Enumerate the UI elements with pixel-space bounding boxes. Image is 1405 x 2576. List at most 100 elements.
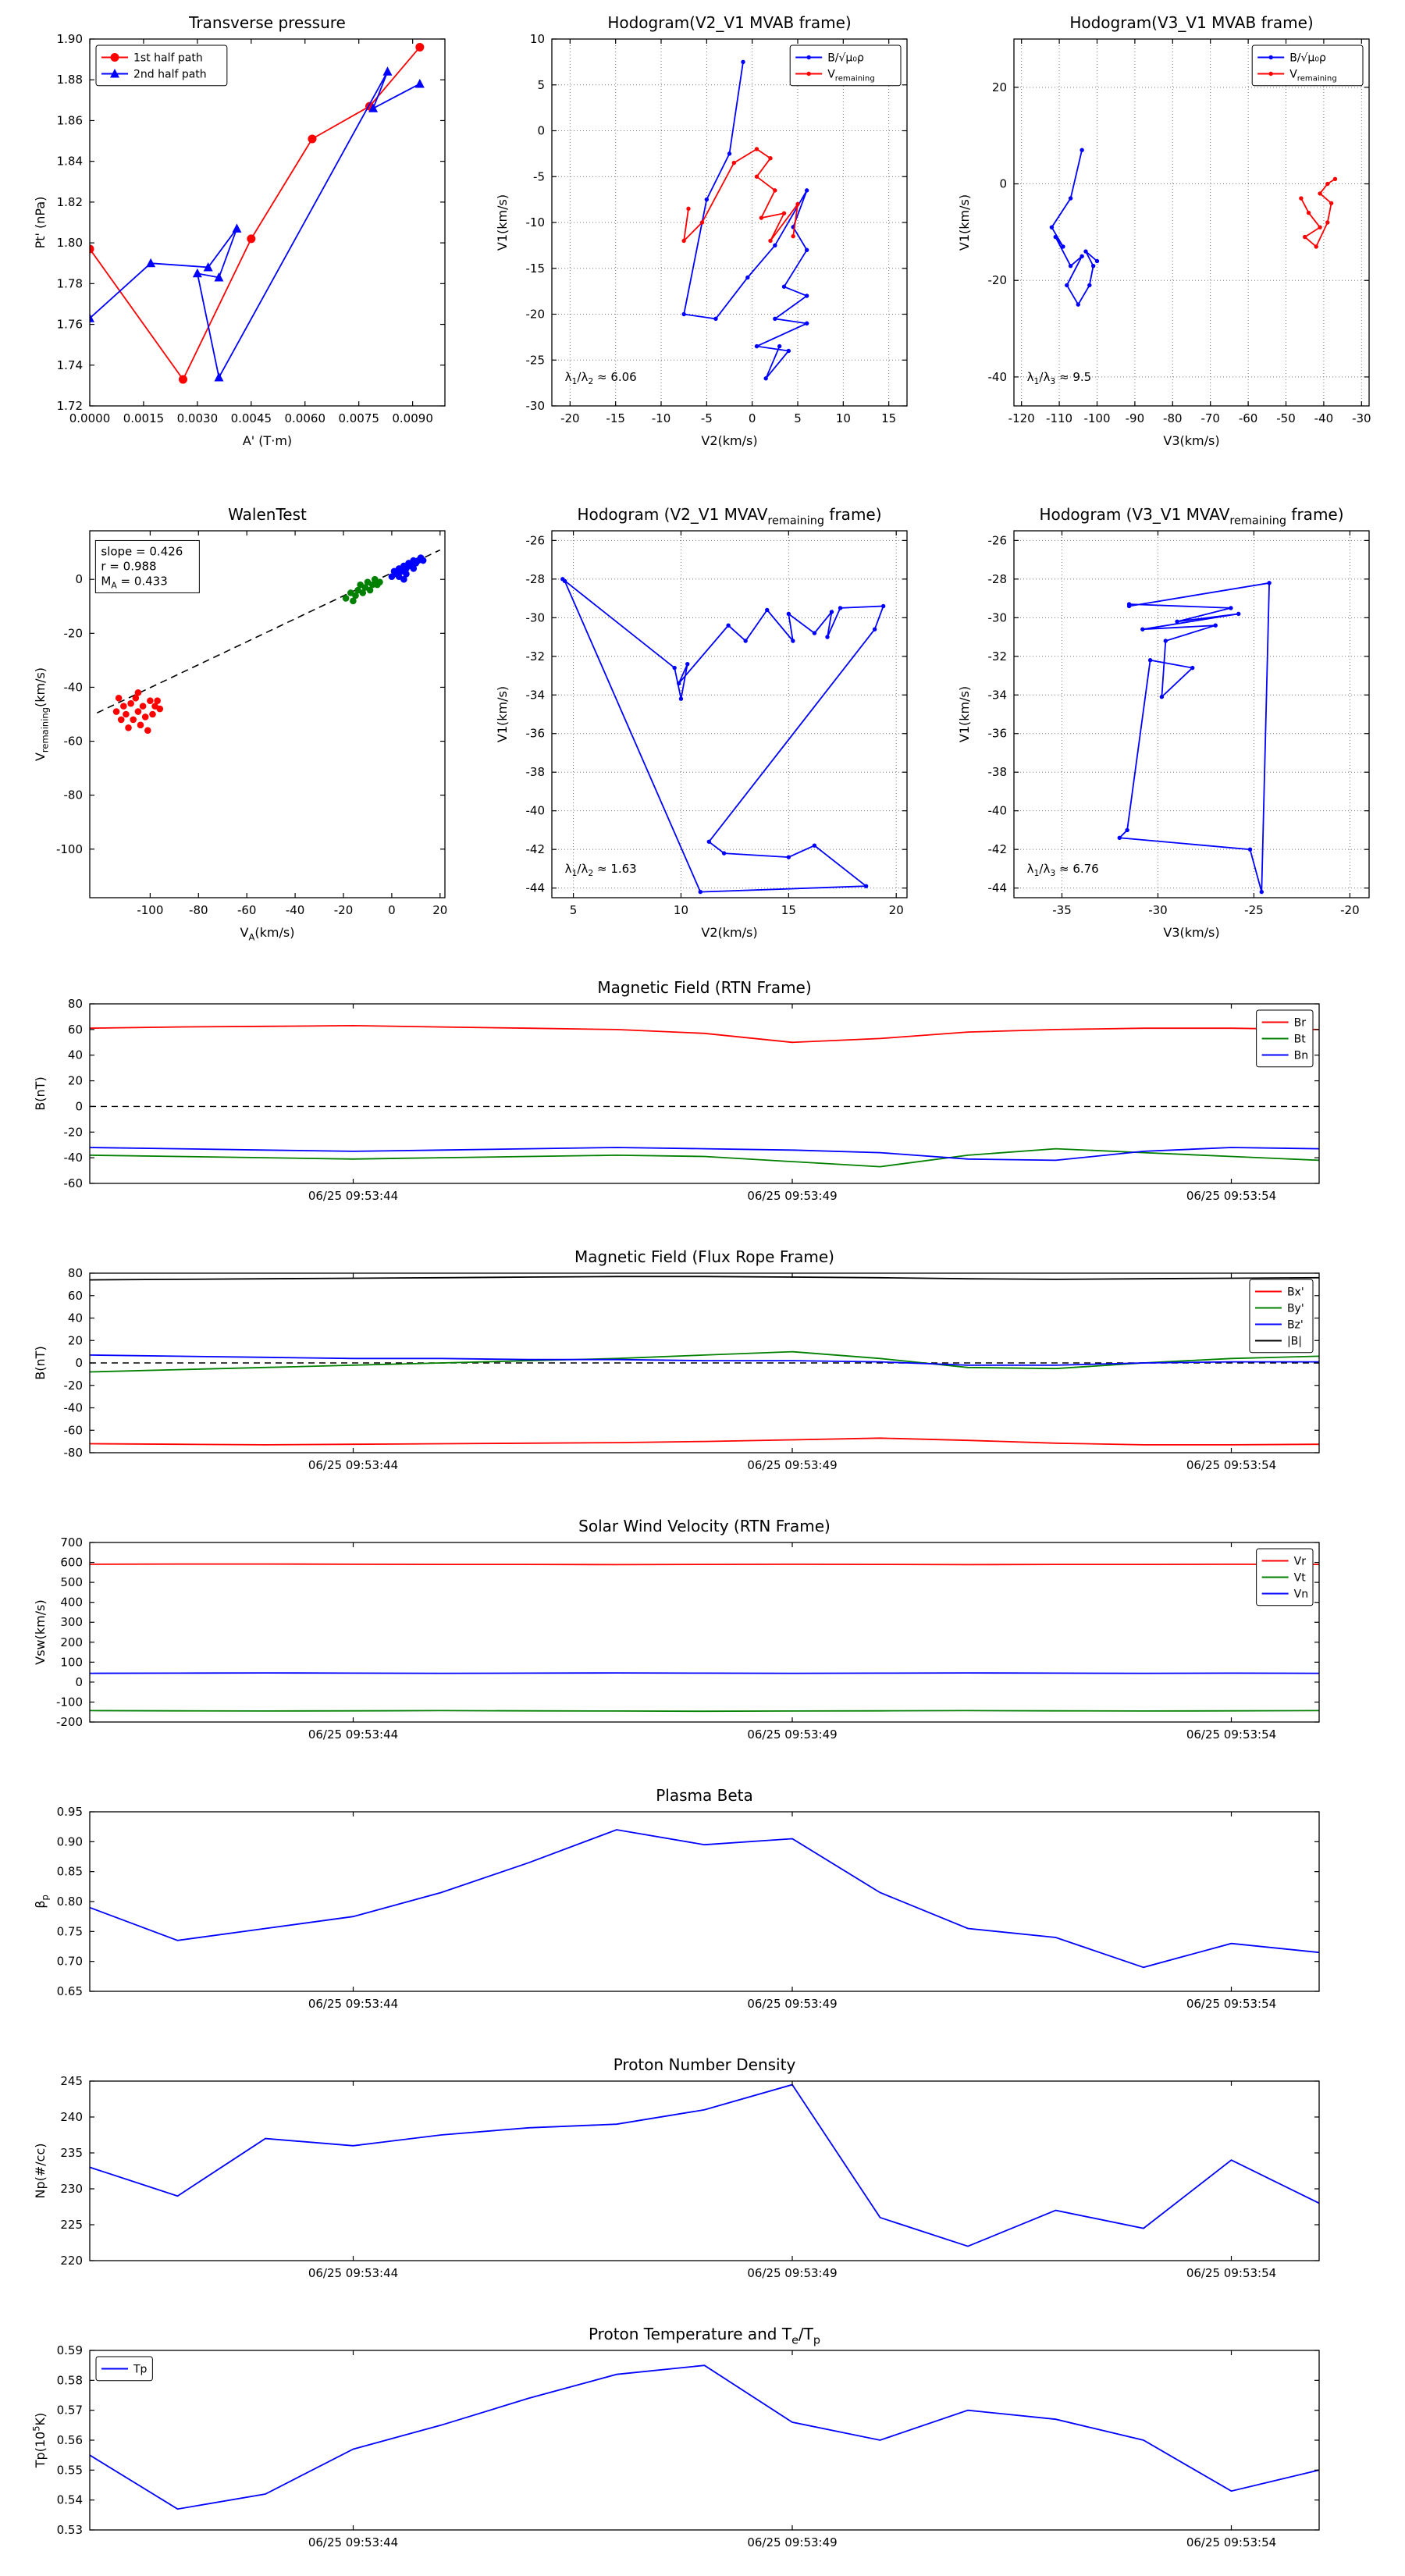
svg-text:-25: -25 (526, 353, 546, 367)
svg-text:B(nT): B(nT) (33, 1076, 48, 1110)
svg-text:Bn: Bn (1294, 1050, 1308, 1062)
svg-text:-10: -10 (526, 215, 546, 229)
panel-hodogram-v3v1-mvab: -120 -110 -100 -90 -80 -70 -60 -50 -40 -30 -40 -20 0… (944, 8, 1381, 461)
panel-hodogram-v2v1-mvav: 5 10 15 20 -44 -42 -40 -38 -36 -34 -32 -30 -28 -26 Hod… (482, 500, 919, 952)
svg-text:20: 20 (68, 1074, 83, 1088)
svg-text:-30: -30 (526, 610, 546, 624)
svg-text:1.82: 1.82 (57, 195, 83, 209)
svg-text:1.86: 1.86 (57, 113, 83, 127)
svg-text:-40: -40 (286, 903, 305, 917)
svg-text:600: 600 (60, 1556, 83, 1570)
svg-text:-5: -5 (533, 169, 545, 183)
svg-text:|B|: |B| (1287, 1336, 1302, 1348)
svg-text:0.90: 0.90 (57, 1834, 83, 1848)
svg-text:80: 80 (68, 1266, 83, 1280)
svg-text:0.0060: 0.0060 (285, 411, 326, 425)
svg-text:-200: -200 (56, 1715, 83, 1729)
svg-text:0.55: 0.55 (57, 2463, 83, 2477)
svg-text:60: 60 (68, 1289, 83, 1303)
svg-text:06/25 09:53:49: 06/25 09:53:49 (747, 1458, 837, 1472)
svg-text:1.72: 1.72 (57, 399, 83, 413)
svg-text:-100: -100 (1083, 411, 1110, 425)
svg-text:Bt: Bt (1294, 1034, 1307, 1046)
svg-text:06/25 09:53:49: 06/25 09:53:49 (747, 1997, 837, 2011)
svg-text:Hodogram(V2_V1 MVAB frame): Hodogram(V2_V1 MVAB frame) (607, 13, 851, 32)
svg-text:-20: -20 (334, 903, 354, 917)
svg-text:VA(km/s): VA(km/s) (240, 925, 295, 942)
svg-text:20: 20 (68, 1333, 83, 1347)
svg-text:-20: -20 (64, 626, 84, 640)
svg-text:10: 10 (674, 903, 688, 917)
svg-text:0: 0 (388, 903, 396, 917)
svg-text:-28: -28 (988, 572, 1008, 586)
svg-text:V3(km/s): V3(km/s) (1163, 433, 1219, 448)
svg-text:06/25 09:53:54: 06/25 09:53:54 (1186, 2266, 1276, 2280)
svg-text:Bx': Bx' (1287, 1286, 1304, 1299)
svg-text:100: 100 (60, 1655, 83, 1669)
svg-text:-38: -38 (988, 765, 1008, 779)
svg-text:-20: -20 (988, 273, 1008, 287)
svg-text:0.80: 0.80 (57, 1895, 83, 1909)
svg-text:Br: Br (1294, 1017, 1307, 1030)
svg-text:-40: -40 (1314, 411, 1334, 425)
svg-text:-100: -100 (56, 842, 83, 856)
svg-text:-15: -15 (606, 411, 625, 425)
svg-text:06/25 09:53:44: 06/25 09:53:44 (308, 1458, 398, 1472)
svg-text:-34: -34 (988, 688, 1008, 702)
svg-text:240: 240 (60, 2110, 83, 2124)
panel-proton-temperature: 06/25 09:53:44 06/25 09:53:49 06/25 09:53:… (20, 2322, 1385, 2564)
svg-text:-36: -36 (526, 727, 546, 741)
svg-text:λ1/λ3 ≈ 6.76: λ1/λ3 ≈ 6.76 (1027, 862, 1099, 878)
svg-text:06/25 09:53:49: 06/25 09:53:49 (747, 2266, 837, 2280)
svg-text:Magnetic Field (Flux Rope Fram: Magnetic Field (Flux Rope Frame) (574, 1247, 834, 1266)
svg-text:06/25 09:53:54: 06/25 09:53:54 (1186, 1997, 1276, 2011)
svg-text:0.57: 0.57 (57, 2403, 83, 2418)
svg-text:1.76: 1.76 (57, 318, 83, 332)
svg-text:0.0000: 0.0000 (69, 411, 111, 425)
svg-text:1.90: 1.90 (57, 32, 83, 46)
svg-text:-60: -60 (237, 903, 257, 917)
svg-text:-60: -60 (64, 1176, 84, 1190)
svg-text:-5: -5 (701, 411, 713, 425)
svg-text:0.65: 0.65 (57, 1984, 83, 1998)
svg-text:Tp: Tp (133, 2364, 148, 2376)
svg-text:5: 5 (537, 78, 545, 92)
svg-text:Vn: Vn (1294, 1589, 1308, 1601)
svg-text:0.56: 0.56 (57, 2433, 83, 2447)
svg-text:220: 220 (60, 2254, 83, 2268)
svg-text:Hodogram(V3_V1 MVAB frame): Hodogram(V3_V1 MVAB frame) (1069, 13, 1313, 32)
svg-text:Vsw(km/s): Vsw(km/s) (33, 1599, 48, 1664)
svg-text:-20: -20 (560, 411, 580, 425)
svg-text:0.58: 0.58 (57, 2373, 83, 2387)
svg-text:06/25 09:53:54: 06/25 09:53:54 (1186, 1189, 1276, 1203)
svg-text:06/25 09:53:54: 06/25 09:53:54 (1186, 1458, 1276, 1472)
svg-text:245: 245 (60, 2074, 83, 2088)
svg-text:20: 20 (889, 903, 904, 917)
svg-text:A' (T·m): A' (T·m) (243, 433, 292, 448)
svg-text:10: 10 (530, 32, 545, 46)
svg-text:1.74: 1.74 (57, 358, 83, 372)
svg-text:-15: -15 (526, 262, 546, 276)
svg-text:0: 0 (537, 124, 545, 138)
svg-text:06/25 09:53:44: 06/25 09:53:44 (308, 1189, 398, 1203)
svg-text:06/25 09:53:54: 06/25 09:53:54 (1186, 2535, 1276, 2549)
svg-text:06/25 09:53:44: 06/25 09:53:44 (308, 1727, 398, 1742)
svg-text:-10: -10 (652, 411, 671, 425)
svg-text:0.75: 0.75 (57, 1924, 83, 1938)
svg-text:Vremaining: Vremaining (827, 69, 875, 84)
svg-text:40: 40 (68, 1311, 83, 1325)
svg-text:-80: -80 (1163, 411, 1183, 425)
svg-text:-70: -70 (1200, 411, 1220, 425)
svg-text:0.54: 0.54 (57, 2493, 83, 2507)
svg-text:-30: -30 (988, 610, 1008, 624)
panel-transverse-pressure: 0.0000 0.0015 0.0030 0.0045 0.0060 0.0075 0.00… (20, 8, 457, 461)
panel-hodogram-v2v1-mvab: -20 -15 -10 -5 0 5 10 15 -30 -25 -20 -15 -10 -5 0 5 10 Ho… (482, 8, 919, 461)
svg-text:-32: -32 (988, 649, 1008, 664)
svg-text:0.85: 0.85 (57, 1865, 83, 1879)
svg-text:-80: -80 (64, 788, 84, 802)
svg-text:-20: -20 (1340, 903, 1360, 917)
svg-text:15: 15 (881, 411, 896, 425)
svg-text:-60: -60 (64, 1423, 84, 1437)
svg-text:Transverse pressure: Transverse pressure (188, 13, 346, 32)
svg-text:0.59: 0.59 (57, 2343, 83, 2357)
